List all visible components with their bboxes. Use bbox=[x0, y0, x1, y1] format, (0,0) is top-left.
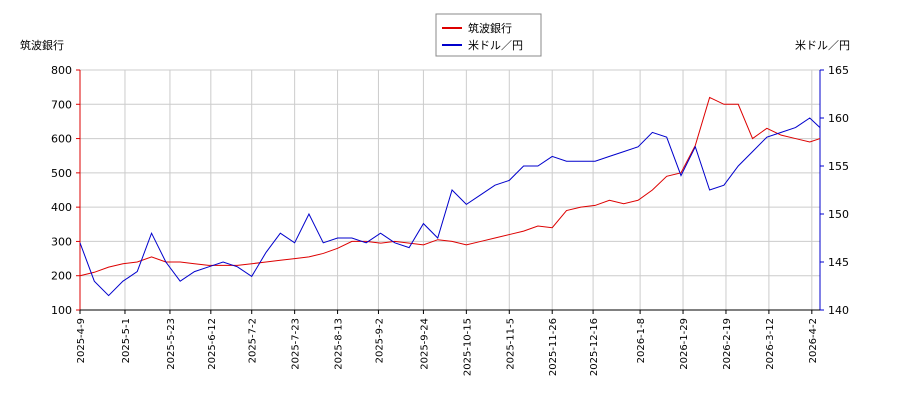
x-tick-label: 2026-3-12 bbox=[765, 318, 776, 370]
x-tick-label: 2025-4-9 bbox=[76, 318, 87, 363]
x-tick-label: 2025-11-5 bbox=[505, 318, 516, 370]
y-tick-label: 100 bbox=[51, 304, 72, 317]
y-tick-label: 300 bbox=[51, 235, 72, 248]
x-tick-label: 2025-5-1 bbox=[121, 318, 132, 363]
y2-axis-label: 米ドル／円 bbox=[795, 39, 850, 52]
x-tick-label: 2025-10-15 bbox=[462, 318, 473, 376]
y2-tick-label: 150 bbox=[828, 208, 849, 221]
x-tick-label: 2026-1-29 bbox=[679, 318, 690, 370]
line bbox=[79, 96, 821, 277]
x-tick-label: 2025-6-12 bbox=[207, 318, 218, 370]
y-tick-label: 600 bbox=[51, 133, 72, 146]
x-tick-label: 2025-7-2 bbox=[248, 318, 259, 363]
x-tick-label: 2025-12-16 bbox=[589, 318, 600, 376]
y-tick-label: 400 bbox=[51, 201, 72, 214]
y2-tick-label: 160 bbox=[828, 112, 849, 125]
y2-tick-label: 165 bbox=[828, 64, 849, 77]
y-tick-label: 800 bbox=[51, 64, 72, 77]
legend-label: 米ドル／円 bbox=[468, 39, 523, 52]
x-tick-label: 2025-9-24 bbox=[419, 318, 430, 370]
plot-area bbox=[80, 70, 820, 310]
x-tick-label: 2025-9-2 bbox=[374, 318, 385, 363]
x-tick-label: 2026-2-19 bbox=[722, 318, 733, 370]
y2-tick-label: 140 bbox=[828, 304, 849, 317]
line bbox=[79, 117, 821, 297]
y2-tick-label: 155 bbox=[828, 160, 849, 173]
legend-box bbox=[435, 13, 542, 57]
y2-tick-label: 145 bbox=[828, 256, 849, 269]
x-tick-label: 2026-1-8 bbox=[636, 318, 647, 363]
x-tick-label: 2025-5-23 bbox=[166, 318, 177, 370]
y-axis-label: 筑波銀行 bbox=[20, 38, 64, 52]
x-tick-label: 2025-11-26 bbox=[548, 318, 559, 376]
y-tick-label: 700 bbox=[51, 98, 72, 111]
x-tick-label: 2025-8-13 bbox=[334, 318, 345, 370]
x-tick-label: 2025-7-23 bbox=[291, 318, 302, 370]
legend-label: 筑波銀行 bbox=[468, 21, 512, 35]
x-tick-label: 2026-4-2 bbox=[808, 318, 819, 363]
y-tick-label: 200 bbox=[51, 270, 72, 283]
y-tick-label: 500 bbox=[51, 167, 72, 180]
